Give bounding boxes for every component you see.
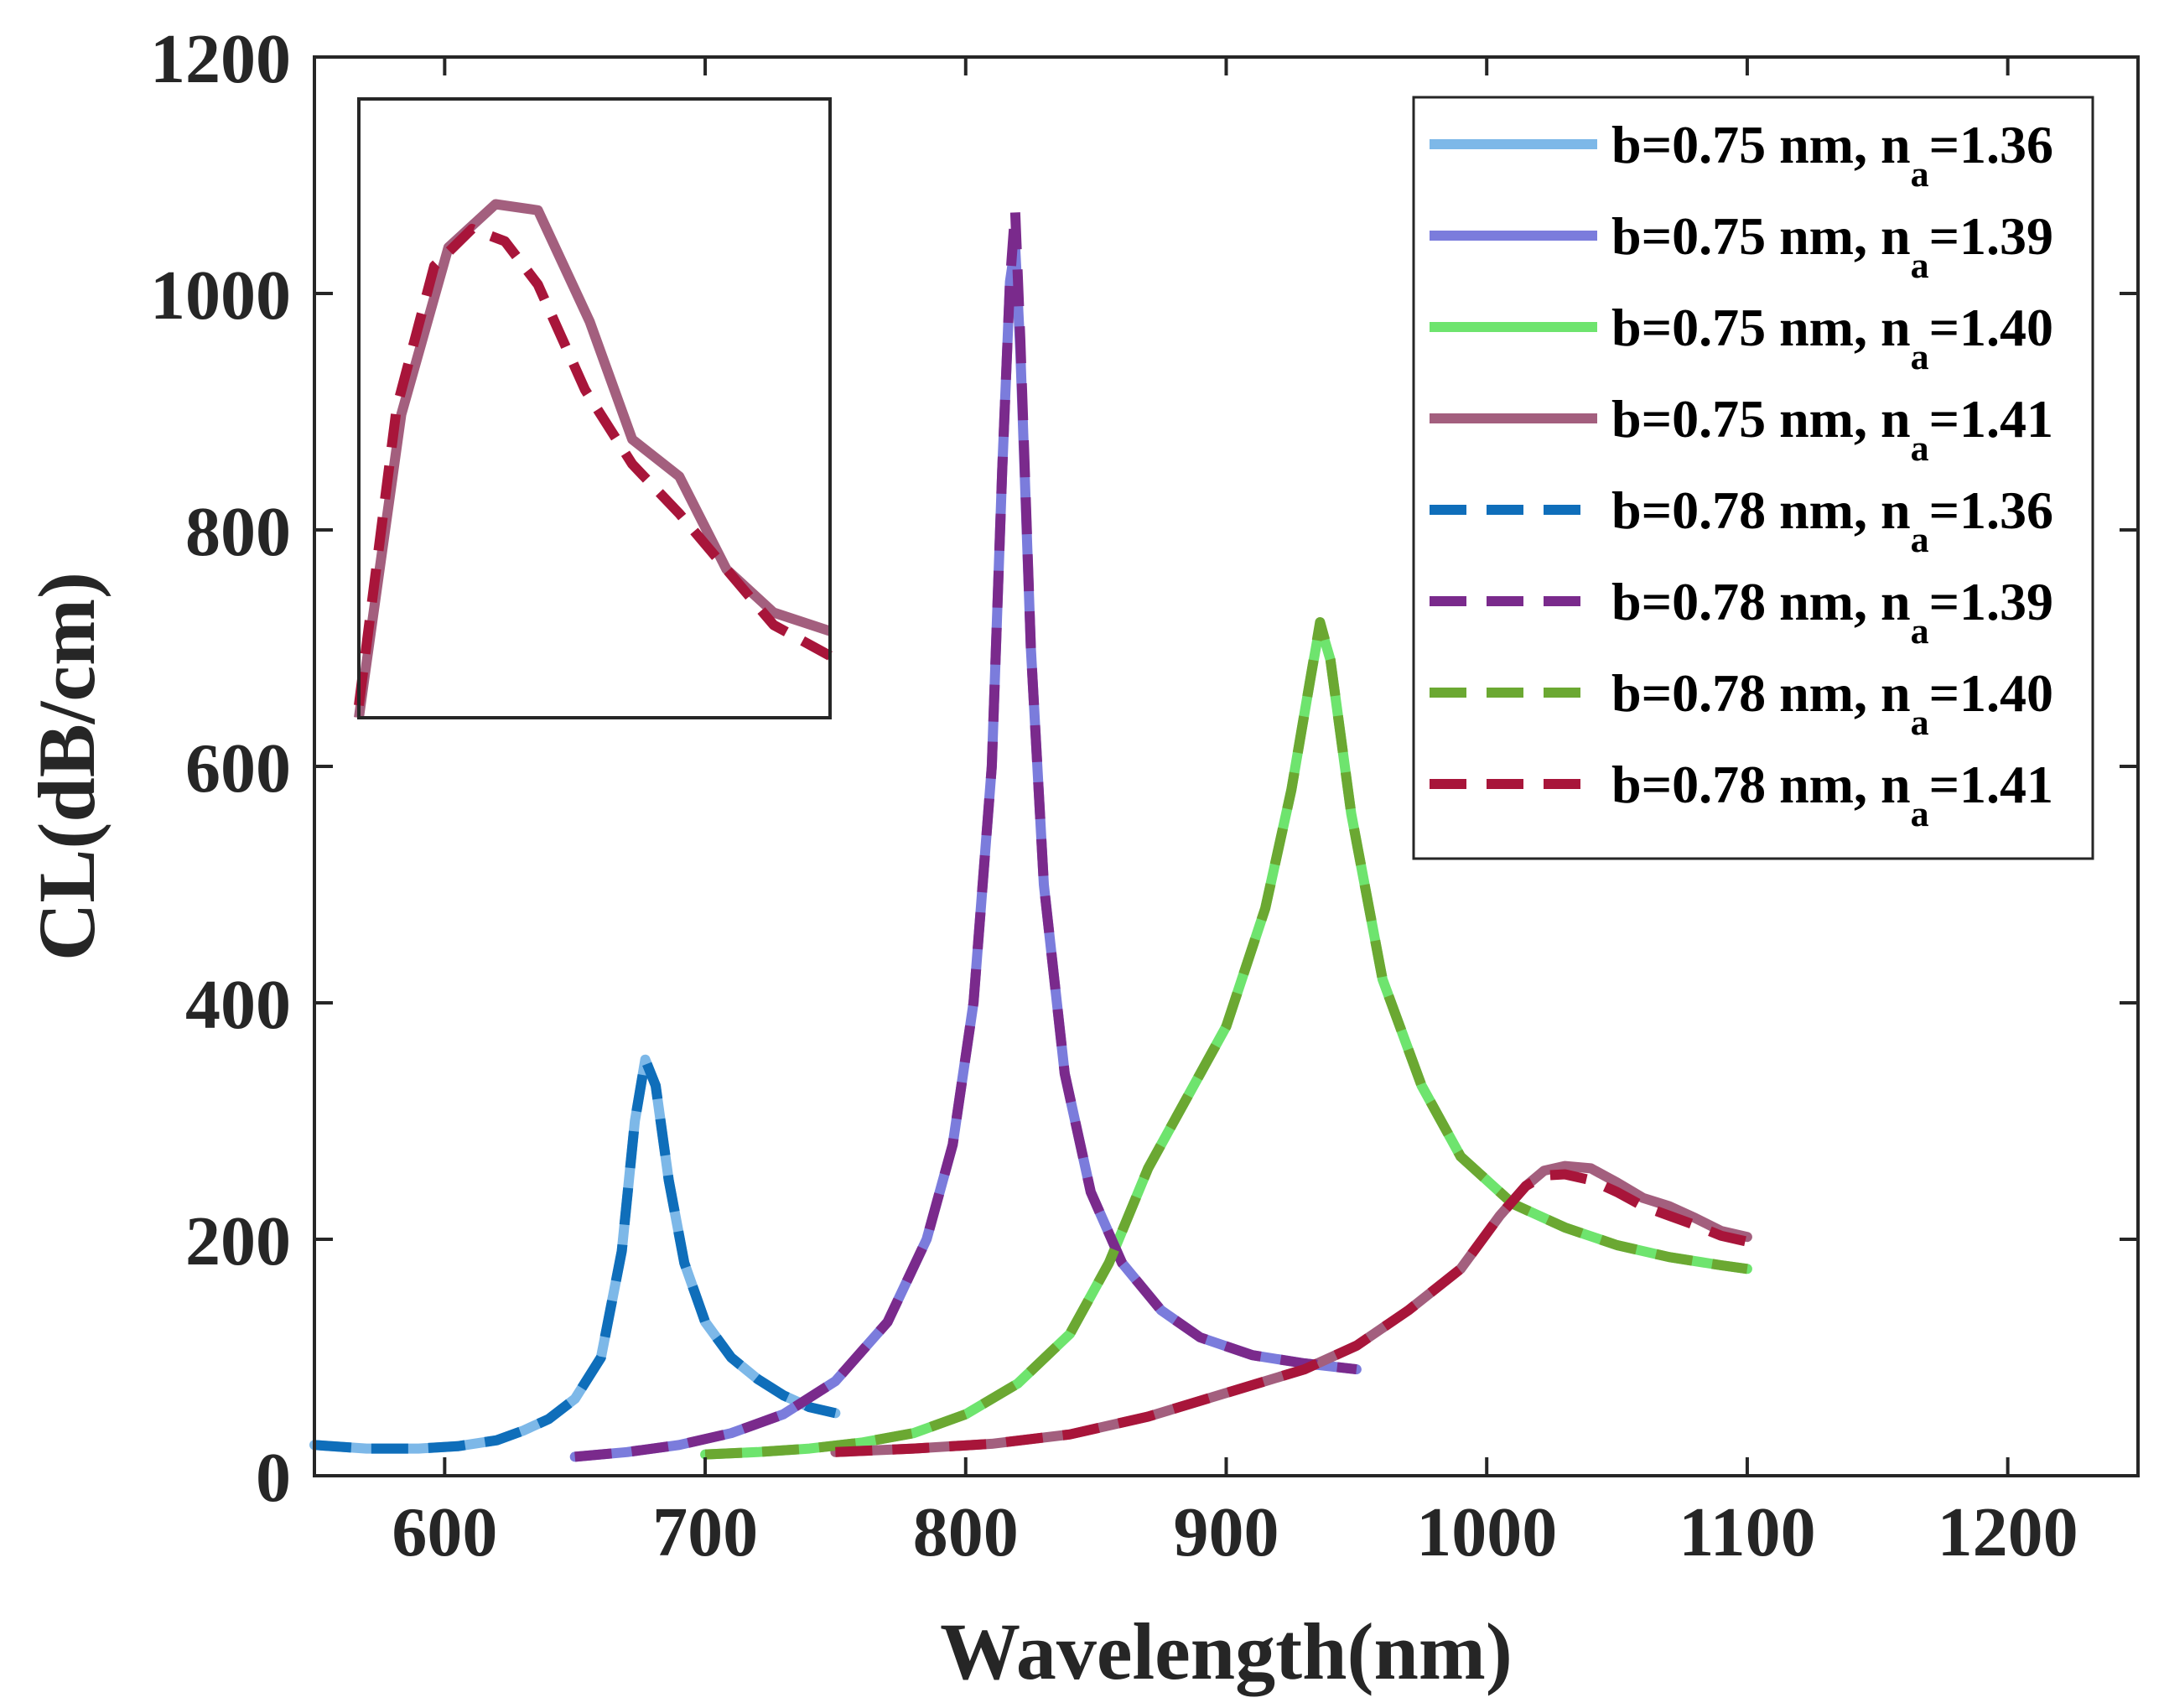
y-tick-label: 800: [185, 493, 291, 571]
y-axis-label: CL(dB/cm): [22, 572, 112, 961]
x-tick-label: 1000: [1416, 1493, 1557, 1571]
y-tick-label: 600: [185, 729, 291, 807]
legend-label-3: b=0.75 nm, na=1.40: [1611, 298, 2053, 377]
legend-entries: b=0.75 nm, na=1.36 b=0.75 nm, na=1.39 b=0.…: [1430, 115, 2053, 834]
main-plot-series: [309, 205, 1752, 1462]
x-axis-label: Wavelength(nm): [940, 1607, 1513, 1696]
y-axis-ticks: 0 200 400 600 800 1000 1200: [150, 20, 2138, 1517]
x-tick-label: 600: [392, 1493, 497, 1571]
inset-series: [354, 199, 833, 719]
x-tick-label: 900: [1174, 1493, 1279, 1571]
x-tick-label: 800: [913, 1493, 1019, 1571]
legend-label-6: b=0.78 nm, na=1.39: [1611, 572, 2053, 652]
x-axis-ticks: 600 700 800 900 1000 1100 1200: [392, 57, 2078, 1571]
series-line-7: [704, 617, 1748, 1460]
legend-label-8: b=0.78 nm, na=1.41: [1611, 755, 2053, 834]
x-tick-label: 1100: [1679, 1493, 1815, 1571]
series-line-2: [569, 241, 1362, 1462]
inset-frame: [357, 97, 832, 719]
x-tick-label: 1200: [1938, 1493, 2078, 1571]
legend-box: [1412, 96, 2094, 860]
inset-background: [359, 99, 830, 718]
legend-label-4: b=0.75 nm, na=1.41: [1611, 389, 2053, 469]
x-tick-label: 700: [652, 1493, 758, 1571]
series-line-8: [835, 1169, 1749, 1457]
series-line-1: [309, 1054, 841, 1454]
y-tick-label: 0: [256, 1439, 291, 1517]
legend-label-1: b=0.75 nm, na=1.36: [1611, 115, 2053, 195]
y-tick-label: 1000: [150, 257, 291, 335]
inset-zoom-plot: [354, 97, 833, 719]
legend-label-5: b=0.78 nm, na=1.36: [1611, 480, 2053, 560]
y-tick-label: 400: [185, 966, 291, 1044]
y-tick-label: 1200: [150, 20, 291, 98]
legend-label-7: b=0.78 nm, na=1.40: [1611, 663, 2053, 743]
legend-label-2: b=0.75 nm, na=1.39: [1611, 206, 2053, 286]
inset-series-line-2: [354, 224, 833, 706]
legend: b=0.75 nm, na=1.36 b=0.75 nm, na=1.39 b=0.…: [1412, 96, 2094, 860]
y-tick-label: 200: [185, 1202, 291, 1280]
